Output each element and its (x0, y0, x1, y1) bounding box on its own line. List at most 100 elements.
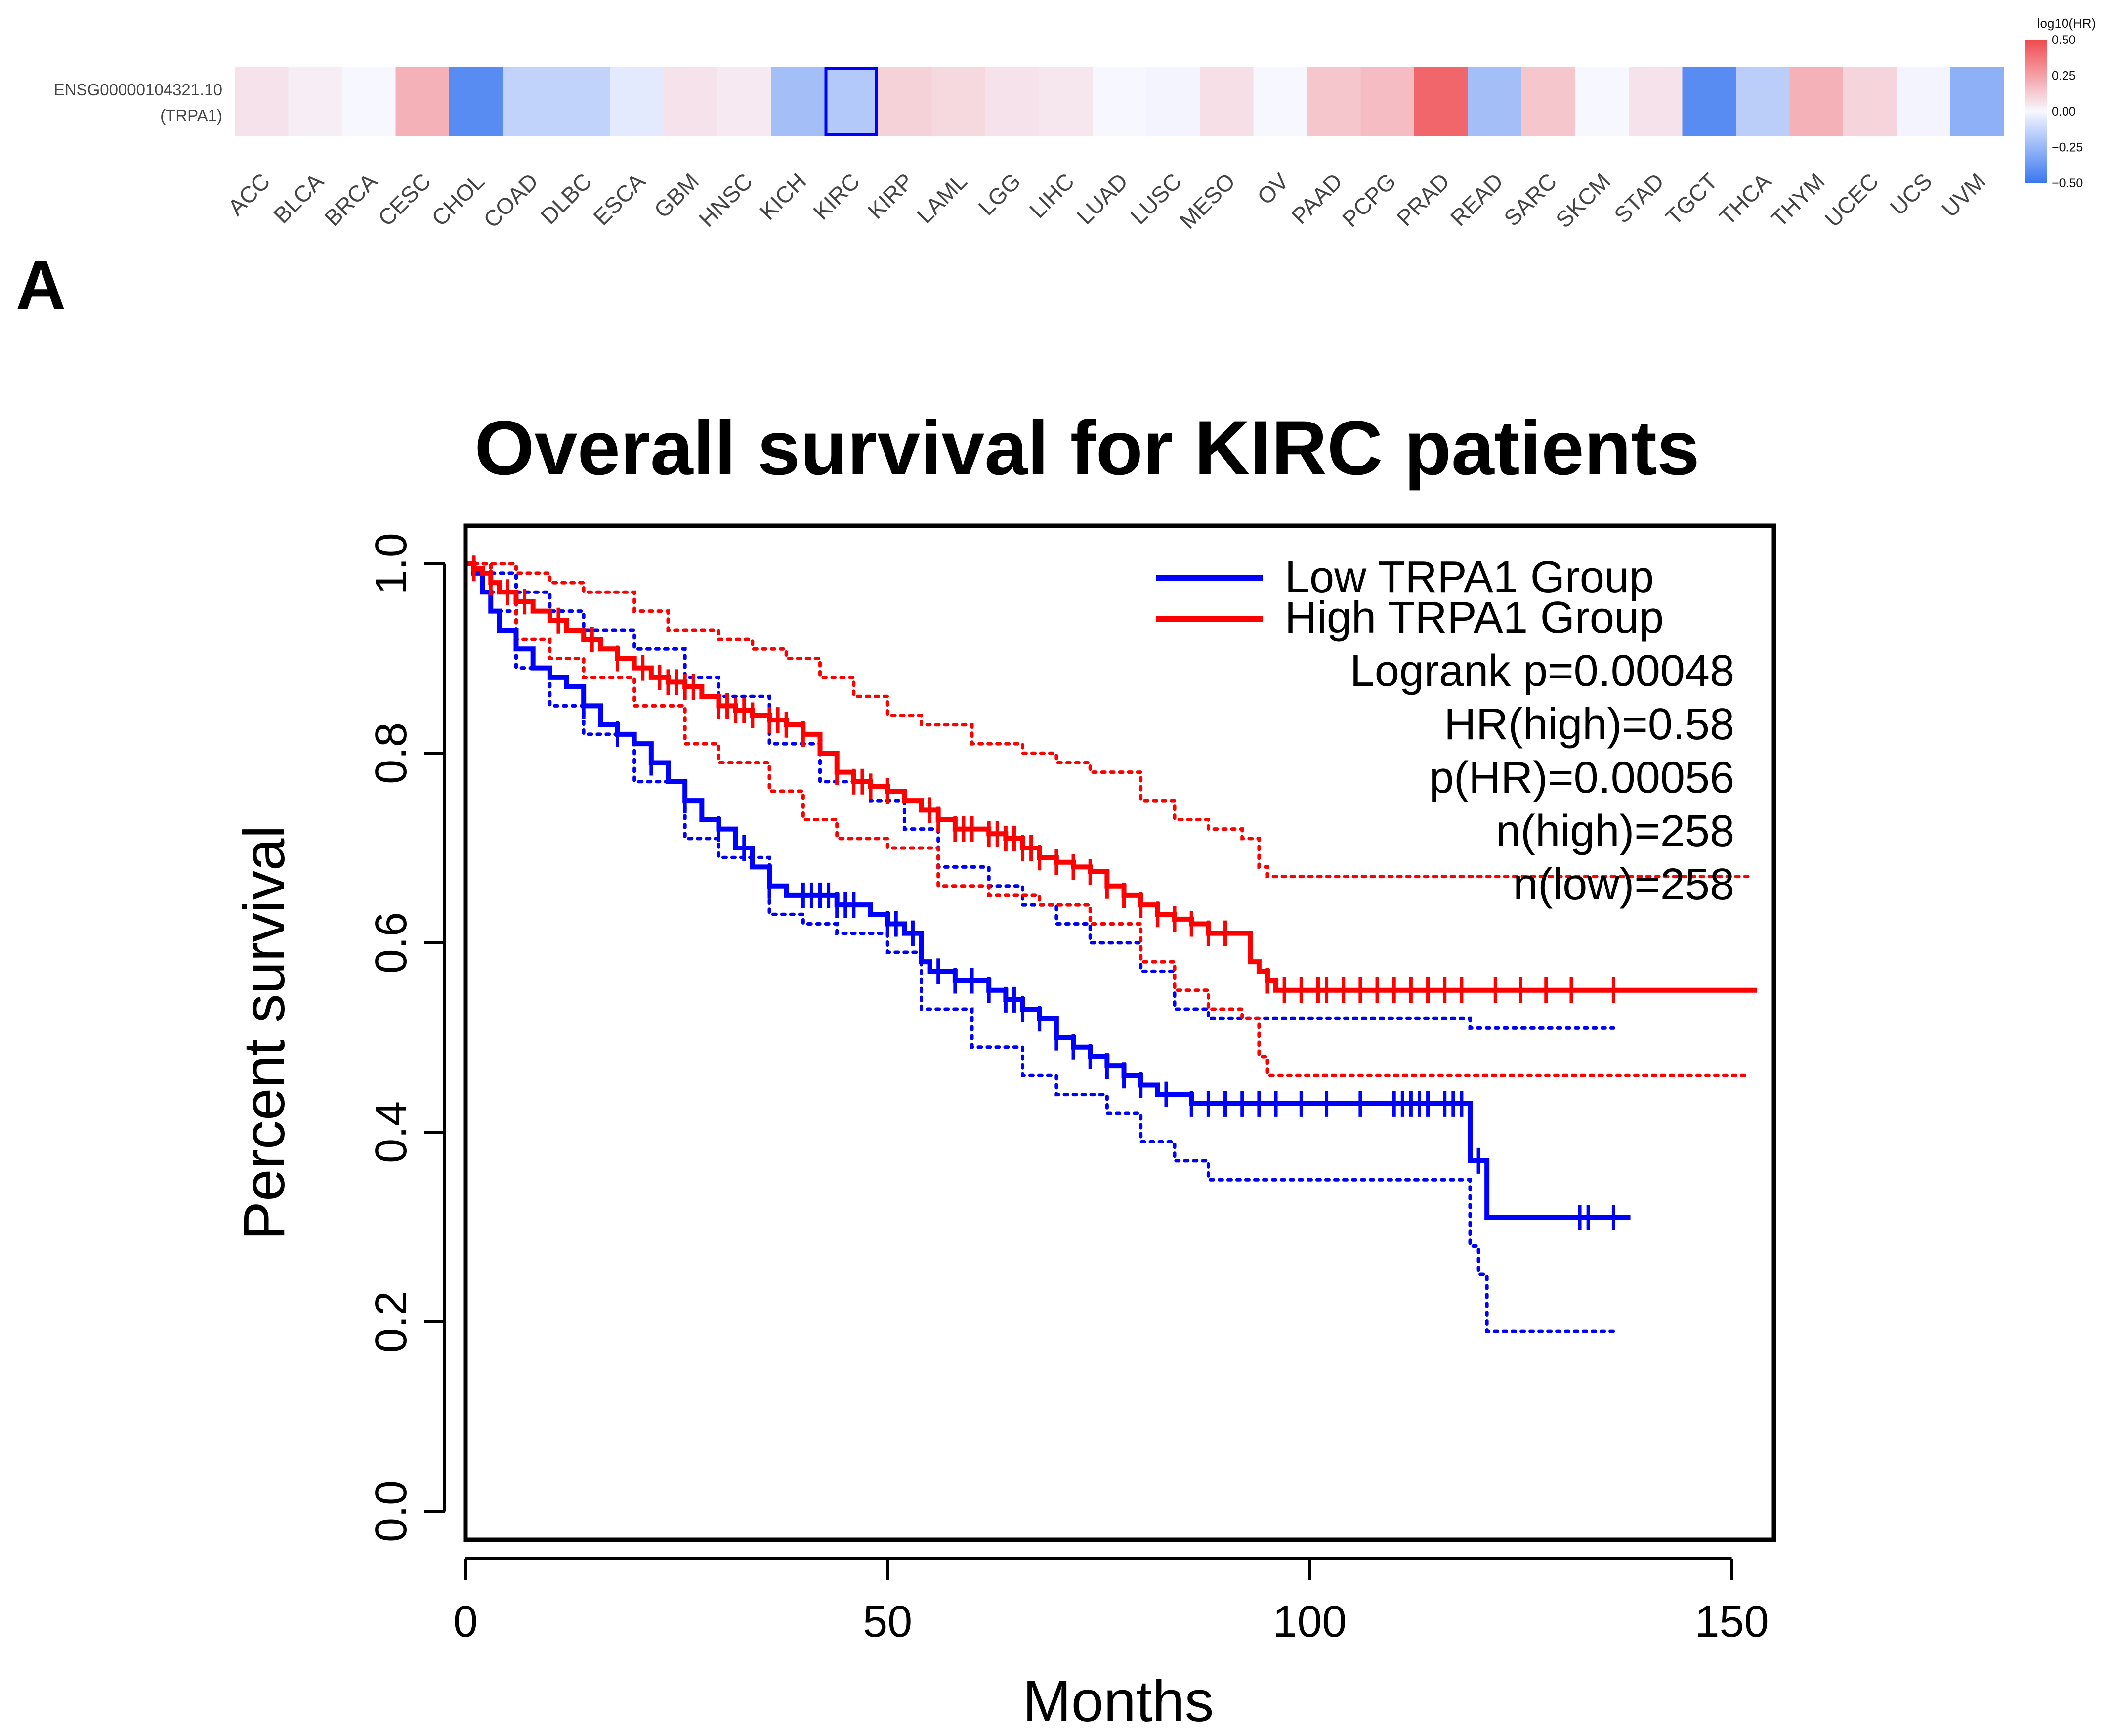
x-tick-label: 100 (1272, 1597, 1347, 1647)
heatmap-label-ucec: UCEC (1819, 168, 1883, 232)
survival-curve-low (465, 561, 1631, 1220)
legend-logrank-p: Logrank p=0.00048 (1350, 646, 1734, 696)
heatmap-cell-ucs (1897, 67, 1951, 136)
heatmap-cell-thca (1736, 67, 1790, 136)
heatmap-label-tgct: TGCT (1661, 168, 1723, 230)
y-tick-label: 1.0 (367, 533, 416, 594)
heatmap-cell-prad (1414, 67, 1468, 136)
ci-lower-high (464, 562, 1751, 1077)
gene-symbol-label: (TRPA1) (160, 106, 222, 125)
heatmap-cell-kirp (878, 67, 932, 136)
heatmap-cell-paad (1307, 67, 1361, 136)
legend-n-low: n(low)=258 (1513, 860, 1734, 909)
heatmap-cell-sarc (1521, 67, 1575, 136)
heatmap-cell-uvm (1950, 67, 2004, 136)
heatmap-label-luad: LUAD (1072, 168, 1133, 229)
heatmap-label-meso: MESO (1175, 168, 1240, 234)
plot-frame (463, 523, 1776, 1542)
heatmap-label-pcpg: PCPG (1337, 168, 1401, 232)
heatmap-cell-lusc (1146, 67, 1200, 136)
y-tick-label: 0.6 (367, 912, 416, 974)
y-axis-label: Percent survival (232, 825, 297, 1240)
heatmap-cell-ucec (1843, 67, 1897, 136)
x-tick-label: 50 (863, 1597, 912, 1647)
heatmap-cells (235, 67, 2004, 136)
heatmap-cell-coad (503, 67, 557, 136)
heatmap-label-chol: CHOL (426, 168, 489, 231)
legend-ticks: 0.50 0.25 0.00 −0.25 −0.50 (2052, 33, 2083, 190)
confidence-bands (464, 562, 1751, 1333)
heatmap-label-skcm: SKCM (1551, 168, 1615, 233)
heatmap-cell-esca (610, 67, 664, 136)
heatmap-row-label: ENSG00000104321.10 (TRPA1) (54, 81, 222, 125)
heatmap-cell-acc (235, 67, 289, 136)
heatmap-label-cesc: CESC (373, 168, 436, 231)
heatmap-label-coad: COAD (478, 168, 543, 233)
heatmap-cell-hnsc (717, 67, 771, 136)
legend-n-high: n(high)=258 (1496, 806, 1734, 856)
legend-tick-label: 0.25 (2052, 69, 2076, 83)
ci-upper-high (464, 562, 1751, 879)
heatmap-label-ucs: UCS (1885, 168, 1937, 220)
heatmap-cell-read (1468, 67, 1522, 136)
legend-p-hr: p(HR)=0.00056 (1429, 753, 1734, 803)
censor-marks (472, 555, 1615, 1230)
heatmap-cell-pcpg (1360, 67, 1415, 136)
panel-label: A (16, 246, 66, 324)
legend-tick-label: −0.25 (2052, 141, 2083, 155)
x-tick-label: 150 (1694, 1597, 1769, 1647)
heatmap-cell-kich (771, 67, 825, 136)
heatmap-label-uvm: UVM (1937, 168, 1990, 222)
heatmap-label-lihc: LIHC (1024, 168, 1079, 223)
chart-legend: Low TRPA1 Group High TRPA1 Group Logrank… (1156, 552, 1734, 909)
heatmap-cell-dlbc (556, 67, 610, 136)
heatmap-cell-tgct (1682, 67, 1736, 136)
heatmap-label-ov: OV (1252, 168, 1294, 210)
heatmap-color-legend: log10(HR) 0.50 0.25 0.00 −0.25 −0.50 (2025, 16, 2096, 190)
x-axis: 0 50 100 150 (453, 1557, 1769, 1647)
heatmap-label-prad: PRAD (1391, 168, 1454, 231)
heatmap-label-stad: STAD (1609, 168, 1669, 228)
heatmap-label-lgg: LGG (973, 168, 1025, 220)
y-tick-label: 0.8 (367, 722, 416, 784)
heatmap-label-sarc: SARC (1499, 168, 1561, 231)
y-axis: 0.0 0.2 0.4 0.6 0.8 1.0 (367, 533, 446, 1542)
heatmap-cell-meso (1200, 67, 1254, 136)
heatmap-cell-gbm (664, 67, 717, 136)
heatmap-cell-laml (931, 67, 986, 136)
ci-upper-low (464, 562, 1615, 1030)
legend-hr: HR(high)=0.58 (1444, 700, 1734, 749)
heatmap-label-blca: BLCA (268, 168, 329, 228)
gene-id-label: ENSG00000104321.10 (54, 81, 222, 99)
heatmap-cancer-labels: ACCBLCABRCACESCCHOLCOADDLBCESCAGBMHNSCKI… (223, 168, 1990, 234)
heatmap-cell-chol (449, 67, 503, 136)
legend-tick-label: 0.00 (2052, 105, 2076, 119)
heatmap-label-kirp: KIRP (863, 168, 919, 224)
heatmap-label-lusc: LUSC (1125, 168, 1186, 229)
legend-label-low: Low TRPA1 Group (1285, 552, 1654, 602)
y-tick-label: 0.0 (367, 1481, 416, 1542)
heatmap-label-thca: THCA (1714, 168, 1776, 230)
ci-lower-low (464, 562, 1615, 1333)
heatmap-label-esca: ESCA (588, 168, 650, 230)
heatmap-cell-kirc (824, 67, 879, 136)
heatmap-cell-lgg (985, 67, 1039, 136)
heatmap-label-kich: KICH (755, 168, 811, 224)
heatmap-cell-lihc (1039, 67, 1093, 136)
heatmap-cell-skcm (1575, 67, 1629, 136)
chart-title: Overall survival for KIRC patients (474, 405, 1699, 491)
legend-title: log10(HR) (2037, 16, 2096, 31)
heatmap-cell-cesc (395, 67, 450, 136)
heatmap-label-hnsc: HNSC (694, 168, 758, 232)
legend-gradient-bar (2025, 40, 2047, 183)
legend-tick-label: −0.50 (2052, 176, 2083, 190)
y-tick-label: 0.4 (367, 1101, 416, 1163)
heatmap-cell-luad (1093, 67, 1146, 136)
legend-label-high: High TRPA1 Group (1285, 593, 1664, 642)
heatmap-label-thym: THYM (1766, 168, 1830, 232)
legend-tick-label: 0.50 (2052, 33, 2076, 47)
heatmap-cell-blca (288, 67, 342, 136)
heatmap-label-kirc: KIRC (808, 168, 864, 224)
heatmap-label-paad: PAAD (1286, 168, 1347, 229)
